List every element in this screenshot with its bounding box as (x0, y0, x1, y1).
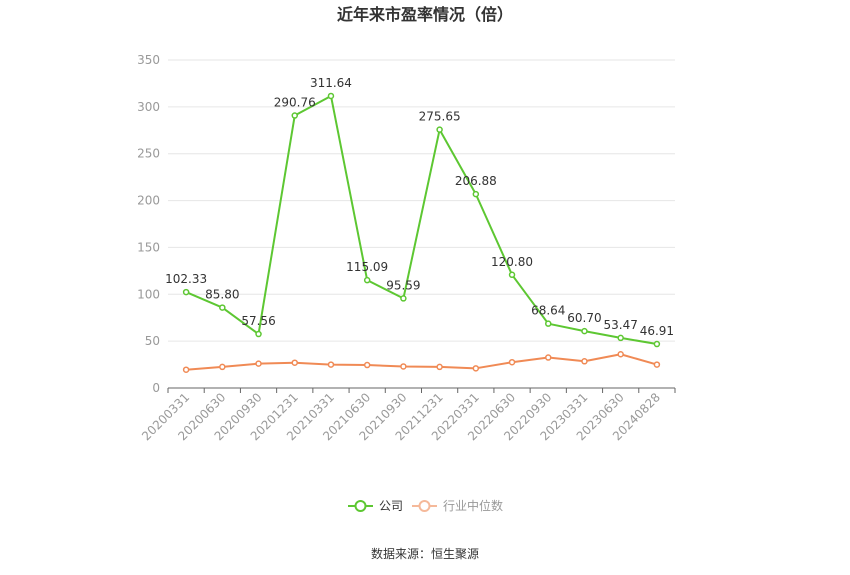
y-tick-label: 0 (152, 381, 160, 395)
data-point[interactable] (617, 334, 624, 342)
data-point[interactable] (436, 363, 443, 371)
data-point[interactable] (363, 276, 371, 284)
data-label: 206.88 (455, 174, 497, 188)
series-line-1 (186, 353, 658, 371)
y-tick-label: 100 (137, 287, 160, 301)
series-layer (182, 92, 661, 373)
data-label: 115.09 (346, 260, 388, 274)
data-label: 46.91 (640, 324, 674, 338)
source-note: 数据来源：恒生聚源 (371, 546, 479, 561)
data-point[interactable] (508, 271, 516, 279)
data-label: 275.65 (419, 110, 461, 124)
grid-lines (168, 59, 675, 342)
y-axis: 0 50 100 150 200 250 300 350 (137, 53, 160, 395)
y-tick-label: 150 (137, 240, 160, 254)
y-tick-label: 250 (137, 147, 160, 161)
data-point[interactable] (581, 358, 588, 365)
y-tick-label: 200 (137, 194, 160, 208)
data-point[interactable] (327, 92, 335, 100)
data-point[interactable] (508, 358, 516, 366)
legend-item-1[interactable]: 行业中位数 (412, 498, 503, 513)
data-point[interactable] (219, 363, 226, 371)
data-point[interactable] (436, 126, 443, 133)
y-tick-label: 50 (145, 334, 160, 348)
legend-label: 行业中位数 (443, 498, 503, 513)
data-point[interactable] (291, 359, 298, 366)
data-point[interactable] (219, 304, 226, 311)
legend-label: 公司 (379, 499, 403, 513)
data-point[interactable] (327, 361, 335, 368)
data-point[interactable] (545, 354, 552, 361)
data-label: 85.80 (205, 288, 239, 302)
data-point[interactable] (472, 190, 480, 198)
legend-marker (418, 500, 431, 512)
data-point[interactable] (291, 112, 298, 119)
legend-item-0[interactable]: 公司 (348, 499, 403, 513)
x-axis: 2020033120200630202009302020123120210331… (139, 387, 676, 443)
data-label: 60.70 (567, 311, 601, 325)
data-point[interactable] (182, 366, 190, 373)
data-point[interactable] (363, 361, 371, 369)
data-point[interactable] (182, 288, 190, 296)
data-point[interactable] (653, 340, 661, 348)
data-point[interactable] (545, 320, 552, 327)
data-label: 68.64 (531, 304, 565, 318)
data-label: 53.47 (603, 318, 637, 332)
legend[interactable]: 公司 行业中位数 (348, 498, 503, 513)
data-label: 120.80 (491, 255, 533, 269)
data-point[interactable] (400, 363, 407, 370)
y-tick-label: 300 (137, 100, 160, 114)
data-point[interactable] (472, 365, 480, 372)
chart-title: 近年来市盈率情况（倍） (337, 5, 513, 24)
data-point[interactable] (255, 360, 262, 367)
data-label: 57.56 (241, 314, 275, 328)
data-label: 290.76 (274, 96, 316, 110)
series-line-0 (185, 94, 658, 346)
data-point[interactable] (400, 295, 407, 302)
data-point[interactable] (617, 351, 624, 358)
legend-marker (354, 500, 367, 512)
data-label: 102.33 (165, 272, 207, 286)
data-label: 311.64 (310, 76, 352, 90)
data-label: 95.59 (386, 278, 420, 292)
data-point[interactable] (255, 330, 262, 338)
y-tick-label: 350 (137, 53, 160, 67)
data-point[interactable] (581, 327, 588, 335)
data-point[interactable] (653, 361, 661, 368)
